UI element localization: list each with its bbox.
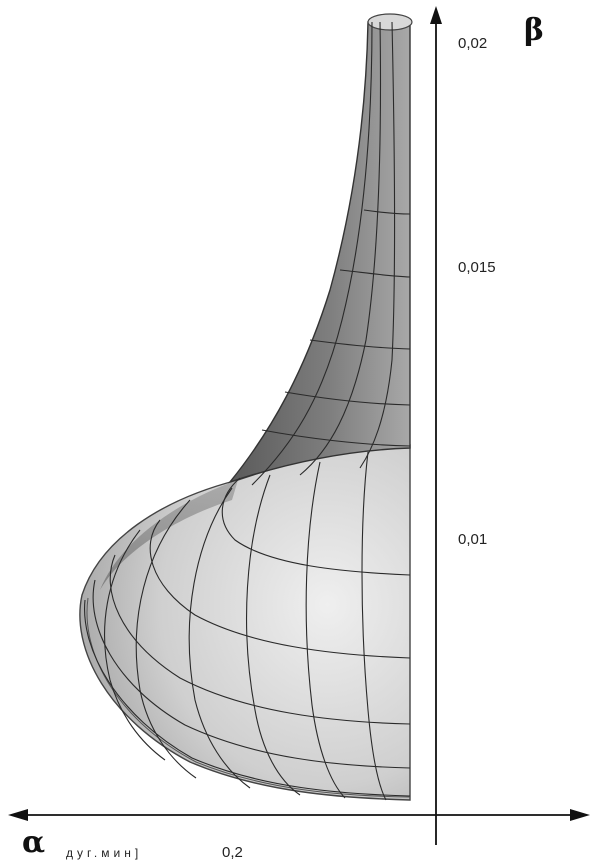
beta-tick-label: 0,02 <box>458 35 487 52</box>
alpha-axis-unit: дуг.мин] <box>66 846 142 860</box>
surface-neck <box>227 21 411 484</box>
alpha-axis-right-arrowhead <box>570 809 590 821</box>
surface-inner-shade <box>100 480 238 590</box>
surface-top-rim <box>367 13 413 31</box>
alpha-axis-value: 0,2 <box>222 844 243 861</box>
alpha-axis-symbol: α <box>22 825 45 860</box>
beta-axis-symbol: β <box>524 13 544 48</box>
surface-bottom-rim <box>86 597 411 798</box>
beta-axis <box>430 6 442 845</box>
beta-tick-label: 0,015 <box>458 259 496 276</box>
surface <box>79 13 413 801</box>
beta-tick-label: 0,01 <box>458 531 487 548</box>
alpha-axis-left-arrowhead <box>8 809 28 821</box>
beta-axis-arrowhead <box>430 6 442 24</box>
surface-grid <box>84 21 411 801</box>
alpha-axis <box>8 809 590 821</box>
